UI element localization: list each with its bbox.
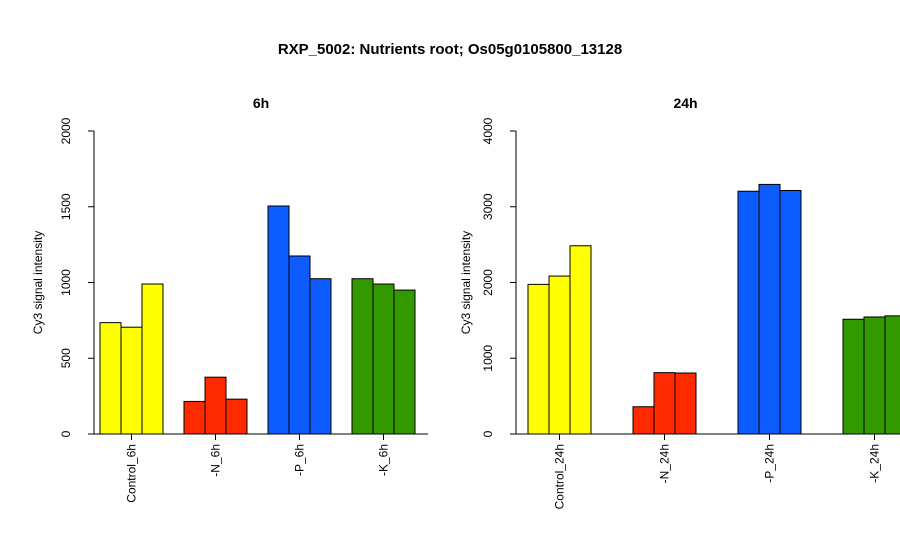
y-axis-label: Cy3 signal intensity bbox=[459, 231, 473, 334]
bar bbox=[183, 400, 206, 435]
y-tick-label: 500 bbox=[59, 348, 73, 368]
bar bbox=[225, 398, 248, 435]
bar bbox=[393, 289, 416, 435]
y-tick-label: 0 bbox=[481, 430, 495, 437]
x-tick-label: -N_6h bbox=[209, 444, 223, 477]
x-tick-label: Control_24h bbox=[553, 444, 567, 509]
y-tick-label: 1000 bbox=[59, 269, 73, 296]
bar bbox=[120, 326, 143, 435]
y-tick-label: 4000 bbox=[481, 117, 495, 144]
bar bbox=[632, 406, 655, 435]
bar bbox=[309, 278, 332, 435]
panel-title: 6h bbox=[253, 95, 269, 111]
y-tick-label: 2000 bbox=[481, 269, 495, 296]
bar bbox=[884, 315, 900, 435]
y-axis-label: Cy3 signal intensity bbox=[31, 231, 45, 334]
x-tick-label: Control_6h bbox=[125, 444, 139, 503]
bar bbox=[351, 278, 374, 435]
bar bbox=[527, 283, 550, 435]
bar bbox=[204, 376, 227, 435]
y-tick-label: 1000 bbox=[481, 345, 495, 372]
bar bbox=[569, 245, 592, 435]
bar bbox=[842, 318, 865, 435]
bar bbox=[99, 322, 122, 435]
bar bbox=[141, 283, 164, 435]
bar bbox=[737, 190, 760, 435]
bar bbox=[372, 283, 395, 435]
bar bbox=[548, 275, 571, 435]
y-tick-label: 0 bbox=[59, 430, 73, 437]
y-tick-label: 3000 bbox=[481, 193, 495, 220]
x-tick-label: -K_6h bbox=[377, 444, 391, 476]
x-tick-label: -P_6h bbox=[293, 444, 307, 476]
bar bbox=[267, 205, 290, 435]
x-tick-label: -P_24h bbox=[763, 444, 777, 483]
bar bbox=[779, 189, 802, 435]
figure-title: RXP_5002: Nutrients root; Os05g0105800_1… bbox=[278, 41, 622, 58]
y-tick-label: 1500 bbox=[59, 193, 73, 220]
bar bbox=[674, 372, 697, 435]
panel-6h: 6h Cy3 signal intensity 0 500 1000 1500 2000 Co… bbox=[31, 95, 428, 503]
bar bbox=[288, 255, 311, 435]
panel-24h: 24h Cy3 signal intensity 0 1000 2000 3000 4000… bbox=[459, 95, 900, 509]
bar bbox=[758, 183, 781, 435]
x-tick-label: -N_24h bbox=[658, 444, 672, 483]
y-tick-label: 2000 bbox=[59, 117, 73, 144]
bar bbox=[653, 372, 676, 435]
x-tick-label: -K_24h bbox=[868, 444, 882, 483]
bar bbox=[863, 316, 886, 435]
panel-title: 24h bbox=[673, 95, 697, 111]
